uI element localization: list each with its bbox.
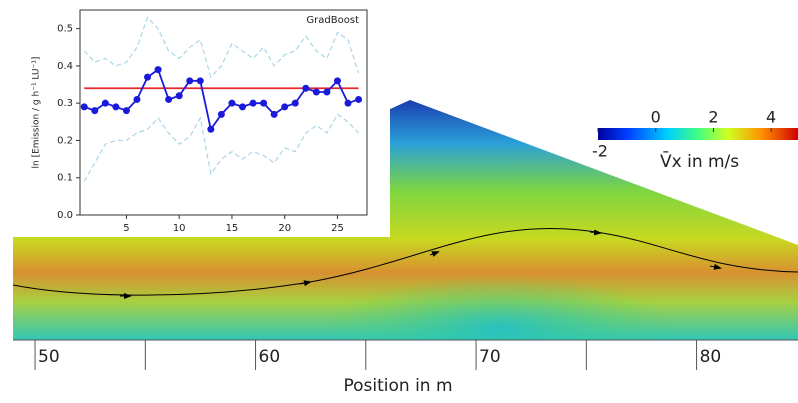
streamline-arrow [299, 280, 312, 287]
data-point [175, 92, 183, 100]
series-line [83, 113, 359, 182]
streamline [12, 228, 798, 296]
data-point [228, 99, 236, 107]
x-tick-label: 70 [479, 347, 501, 367]
colorbar-tick-label: 4 [766, 108, 776, 127]
x-tick-label: 25 [331, 223, 344, 234]
annotation: GradBoost [306, 15, 359, 26]
plot-area [79, 9, 368, 216]
data-point [323, 88, 331, 96]
series-line [83, 16, 360, 79]
y-tick-label: 0.5 [57, 24, 73, 35]
streamline-arrow [429, 251, 440, 257]
colorbar [598, 128, 798, 140]
data-point [260, 99, 268, 107]
y-tick-label: 0.1 [57, 173, 73, 184]
data-point [101, 99, 109, 107]
data-point [91, 107, 99, 115]
y-tick-label: 0.4 [57, 61, 73, 72]
data-point [302, 84, 310, 92]
data-point [196, 77, 204, 85]
data-point [122, 107, 130, 115]
data-point [186, 77, 194, 85]
data-point [344, 99, 352, 107]
flow-domain-shade [13, 100, 798, 340]
colorbar-tick-label: -2 [592, 142, 608, 161]
x-tick-label: 20 [278, 223, 291, 234]
data-point [112, 103, 120, 111]
data-point [217, 110, 225, 118]
streamline-arrow [709, 263, 722, 270]
x-tick-label: 15 [226, 223, 239, 234]
x-tick-label: 60 [259, 347, 281, 367]
y-tick-label: 0.2 [57, 135, 73, 146]
y-tick-label: 0.3 [57, 98, 73, 109]
data-point [312, 88, 320, 96]
x-axis-label: Position in m [343, 376, 452, 396]
y-axis-label: ln [Emission / g h⁻¹ LU⁻¹] [32, 57, 42, 169]
colorbar-label: V̄x in m/s [660, 150, 739, 172]
x-tick-label: 50 [38, 347, 60, 367]
data-point [249, 99, 257, 107]
data-point [270, 110, 278, 118]
data-point [144, 73, 152, 81]
data-point [154, 66, 162, 74]
data-point [291, 99, 299, 107]
streamline-arrow [589, 229, 602, 236]
x-tick-label: 5 [123, 223, 129, 234]
colorbar-tick-label: 5 [797, 142, 798, 161]
y-tick-label: 0.0 [57, 210, 73, 221]
data-point [333, 77, 341, 85]
field-plot [12, 100, 798, 340]
x-tick-label: 80 [700, 347, 722, 367]
data-point [281, 103, 289, 111]
colorbar-tick-label: 0 [651, 108, 661, 127]
data-point [355, 95, 363, 103]
colorbar-tick-label: 2 [708, 108, 718, 127]
data-point [165, 95, 173, 103]
x-tick-label: 10 [173, 223, 186, 234]
data-point [238, 103, 246, 111]
data-point [133, 95, 141, 103]
data-point [80, 103, 88, 111]
inset-background [0, 0, 390, 237]
data-point [207, 125, 215, 133]
